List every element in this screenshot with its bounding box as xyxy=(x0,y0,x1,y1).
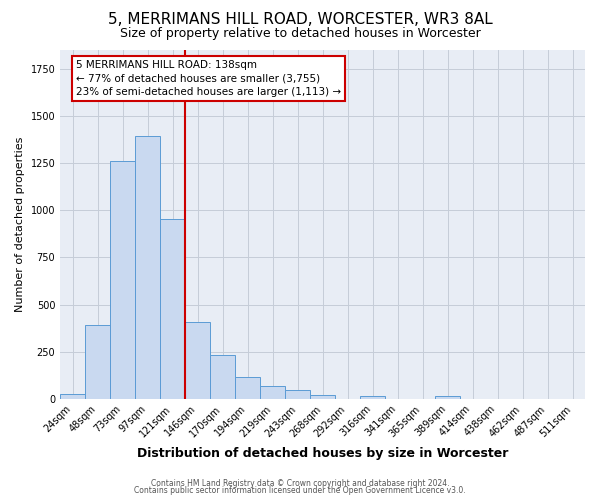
Bar xyxy=(360,396,385,399)
Bar xyxy=(110,162,135,399)
Text: Contains public sector information licensed under the Open Government Licence v3: Contains public sector information licen… xyxy=(134,486,466,495)
Text: Contains HM Land Registry data © Crown copyright and database right 2024.: Contains HM Land Registry data © Crown c… xyxy=(151,478,449,488)
Text: Size of property relative to detached houses in Worcester: Size of property relative to detached ho… xyxy=(119,28,481,40)
Bar xyxy=(60,394,85,399)
Bar xyxy=(185,322,210,399)
Bar xyxy=(285,390,310,399)
Bar xyxy=(160,219,185,399)
Bar xyxy=(310,396,335,399)
X-axis label: Distribution of detached houses by size in Worcester: Distribution of detached houses by size … xyxy=(137,447,508,460)
Bar xyxy=(260,386,285,399)
Y-axis label: Number of detached properties: Number of detached properties xyxy=(15,137,25,312)
Bar xyxy=(210,354,235,399)
Bar xyxy=(435,396,460,399)
Bar xyxy=(235,377,260,399)
Text: 5, MERRIMANS HILL ROAD, WORCESTER, WR3 8AL: 5, MERRIMANS HILL ROAD, WORCESTER, WR3 8… xyxy=(107,12,493,28)
Text: 5 MERRIMANS HILL ROAD: 138sqm
← 77% of detached houses are smaller (3,755)
23% o: 5 MERRIMANS HILL ROAD: 138sqm ← 77% of d… xyxy=(76,60,341,97)
Bar xyxy=(135,136,160,399)
Bar xyxy=(85,326,110,399)
